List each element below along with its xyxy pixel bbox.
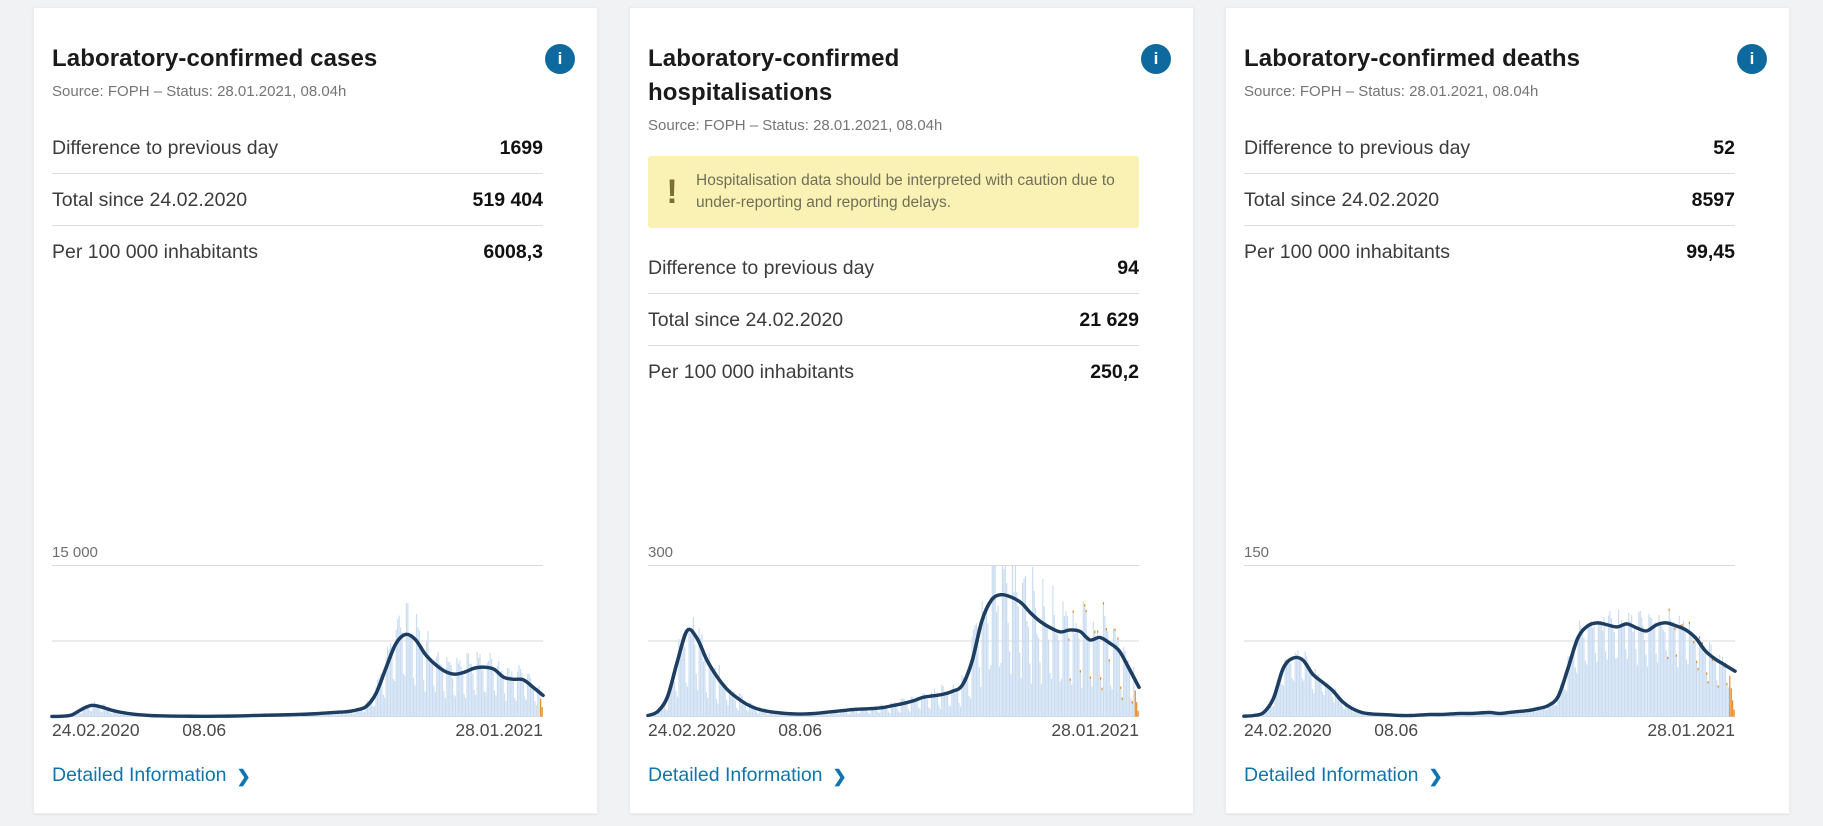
x-axis-labels: 24.02.2020 08.06 28.01.2021 — [648, 720, 1139, 746]
x-tick-mid: 08.06 — [1374, 720, 1418, 741]
stat-row-total: Total since 24.02.2020 8597 — [1244, 174, 1735, 226]
stat-row-per-100000: Per 100 000 inhabitants 6008,3 — [52, 226, 543, 277]
stat-label: Per 100 000 inhabitants — [648, 361, 854, 384]
y-axis-max-label: 300 — [648, 544, 1139, 561]
x-axis-labels: 24.02.2020 08.06 28.01.2021 — [52, 720, 543, 746]
card-cases: Laboratory-confirmed cases i Source: FOP… — [33, 7, 598, 814]
card-hospitalisations-title: Laboratory-confirmed hospitalisations — [648, 42, 1042, 110]
warning-text: Hospitalisation data should be interpret… — [696, 170, 1125, 214]
deaths-chart-block: 150 24.02.2020 08.06 28.01.2021 — [1244, 544, 1735, 746]
stat-value: 8597 — [1692, 189, 1735, 212]
stat-label: Per 100 000 inhabitants — [1244, 241, 1450, 264]
x-axis-labels: 24.02.2020 08.06 28.01.2021 — [1244, 720, 1735, 746]
y-axis-max-label: 15 000 — [52, 544, 543, 561]
stat-row-difference: Difference to previous day 52 — [1244, 122, 1735, 174]
cases-sparkline-chart[interactable] — [52, 565, 543, 717]
stat-value: 99,45 — [1686, 241, 1735, 264]
stat-value: 1699 — [500, 137, 543, 160]
hospitalisation-warning-banner: ! Hospitalisation data should be interpr… — [648, 156, 1139, 228]
info-icon-glyph: i — [1154, 50, 1159, 67]
hospitalisations-sparkline-chart[interactable] — [648, 565, 1139, 717]
stat-label: Total since 24.02.2020 — [52, 189, 247, 212]
stat-label: Difference to previous day — [1244, 137, 1470, 160]
info-icon-glyph: i — [558, 50, 563, 67]
info-icon-glyph: i — [1750, 50, 1755, 67]
stat-row-per-100000: Per 100 000 inhabitants 99,45 — [1244, 226, 1735, 277]
stat-value: 94 — [1117, 257, 1139, 280]
info-icon[interactable]: i — [1141, 44, 1171, 74]
stat-row-difference: Difference to previous day 94 — [648, 242, 1139, 294]
card-cases-title: Laboratory-confirmed cases — [52, 42, 573, 76]
deaths-sparkline-chart[interactable] — [1244, 565, 1735, 717]
detailed-information-link[interactable]: Detailed Information ❯ — [52, 764, 251, 787]
detailed-information-link[interactable]: Detailed Information ❯ — [648, 764, 847, 787]
chevron-right-icon: ❯ — [1429, 767, 1443, 787]
card-hospitalisations: Laboratory-confirmed hospitalisations i … — [629, 7, 1194, 814]
stat-row-total: Total since 24.02.2020 519 404 — [52, 174, 543, 226]
stat-label: Total since 24.02.2020 — [1244, 189, 1439, 212]
source-status-line: Source: FOPH – Status: 28.01.2021, 08.04… — [52, 83, 573, 100]
stats-table: Difference to previous day 94 Total sinc… — [648, 242, 1139, 397]
cases-chart-block: 15 000 24.02.2020 08.06 28.01.2021 — [52, 544, 543, 746]
stat-row-difference: Difference to previous day 1699 — [52, 122, 543, 174]
info-icon[interactable]: i — [545, 44, 575, 74]
x-tick-end: 28.01.2021 — [455, 720, 543, 741]
stat-value: 6008,3 — [483, 241, 543, 264]
x-tick-start: 24.02.2020 — [1244, 720, 1332, 741]
stat-value: 519 404 — [473, 189, 544, 212]
stat-label: Per 100 000 inhabitants — [52, 241, 258, 264]
stat-row-total: Total since 24.02.2020 21 629 — [648, 294, 1139, 346]
x-tick-end: 28.01.2021 — [1647, 720, 1735, 741]
y-axis-max-label: 150 — [1244, 544, 1735, 561]
hospitalisations-chart-block: 300 24.02.2020 08.06 28.01.2021 — [648, 544, 1139, 746]
stat-value: 52 — [1713, 137, 1735, 160]
x-tick-end: 28.01.2021 — [1051, 720, 1139, 741]
card-deaths: Laboratory-confirmed deaths i Source: FO… — [1225, 7, 1790, 814]
detailed-information-label: Detailed Information — [52, 764, 227, 787]
x-tick-mid: 08.06 — [778, 720, 822, 741]
stat-label: Difference to previous day — [52, 137, 278, 160]
stats-table: Difference to previous day 1699 Total si… — [52, 122, 543, 277]
card-deaths-title: Laboratory-confirmed deaths — [1244, 42, 1765, 76]
detailed-information-link[interactable]: Detailed Information ❯ — [1244, 764, 1443, 787]
detailed-information-label: Detailed Information — [1244, 764, 1419, 787]
stat-label: Difference to previous day — [648, 257, 874, 280]
x-tick-mid: 08.06 — [182, 720, 226, 741]
source-status-line: Source: FOPH – Status: 28.01.2021, 08.04… — [1244, 83, 1765, 100]
exclamation-icon: ! — [658, 170, 686, 214]
chevron-right-icon: ❯ — [237, 767, 251, 787]
stat-row-per-100000: Per 100 000 inhabitants 250,2 — [648, 346, 1139, 397]
stat-value: 21 629 — [1079, 309, 1139, 332]
x-tick-start: 24.02.2020 — [52, 720, 140, 741]
stat-label: Total since 24.02.2020 — [648, 309, 843, 332]
source-status-line: Source: FOPH – Status: 28.01.2021, 08.04… — [648, 117, 1169, 134]
info-icon[interactable]: i — [1737, 44, 1767, 74]
dashboard-cards-row: Laboratory-confirmed cases i Source: FOP… — [0, 0, 1823, 826]
chevron-right-icon: ❯ — [833, 767, 847, 787]
stat-value: 250,2 — [1090, 361, 1139, 384]
detailed-information-label: Detailed Information — [648, 764, 823, 787]
x-tick-start: 24.02.2020 — [648, 720, 736, 741]
stats-table: Difference to previous day 52 Total sinc… — [1244, 122, 1735, 277]
